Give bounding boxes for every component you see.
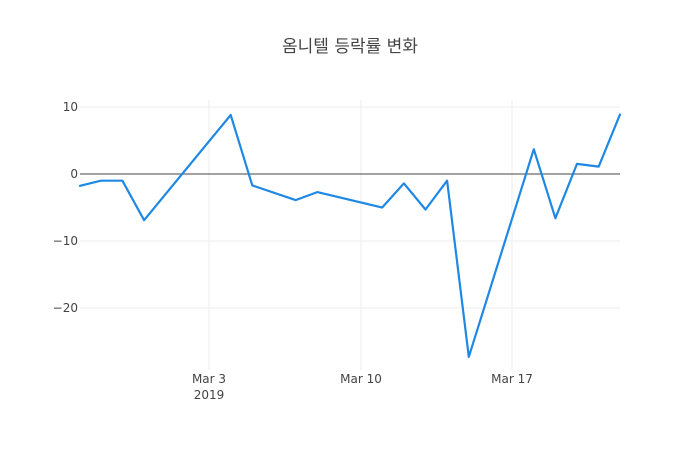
x-tick-label: Mar 17 — [491, 372, 533, 386]
x-axis-ticks: Mar 3 2019 Mar 10 Mar 17 — [192, 372, 533, 402]
y-tick-label: −20 — [53, 301, 78, 315]
x-tick-label: Mar 10 — [340, 372, 382, 386]
x-tick-year: 2019 — [194, 388, 225, 402]
y-tick-label: 0 — [70, 167, 78, 181]
gridlines — [80, 100, 620, 370]
chart-title: 옴니텔 등락률 변화 — [282, 37, 418, 57]
x-tick-label: Mar 3 — [192, 372, 226, 386]
data-line — [78, 113, 622, 358]
y-tick-label: 10 — [63, 100, 78, 114]
y-tick-label: −10 — [53, 234, 78, 248]
y-axis-ticks: 10 0 −10 −20 — [53, 100, 78, 315]
